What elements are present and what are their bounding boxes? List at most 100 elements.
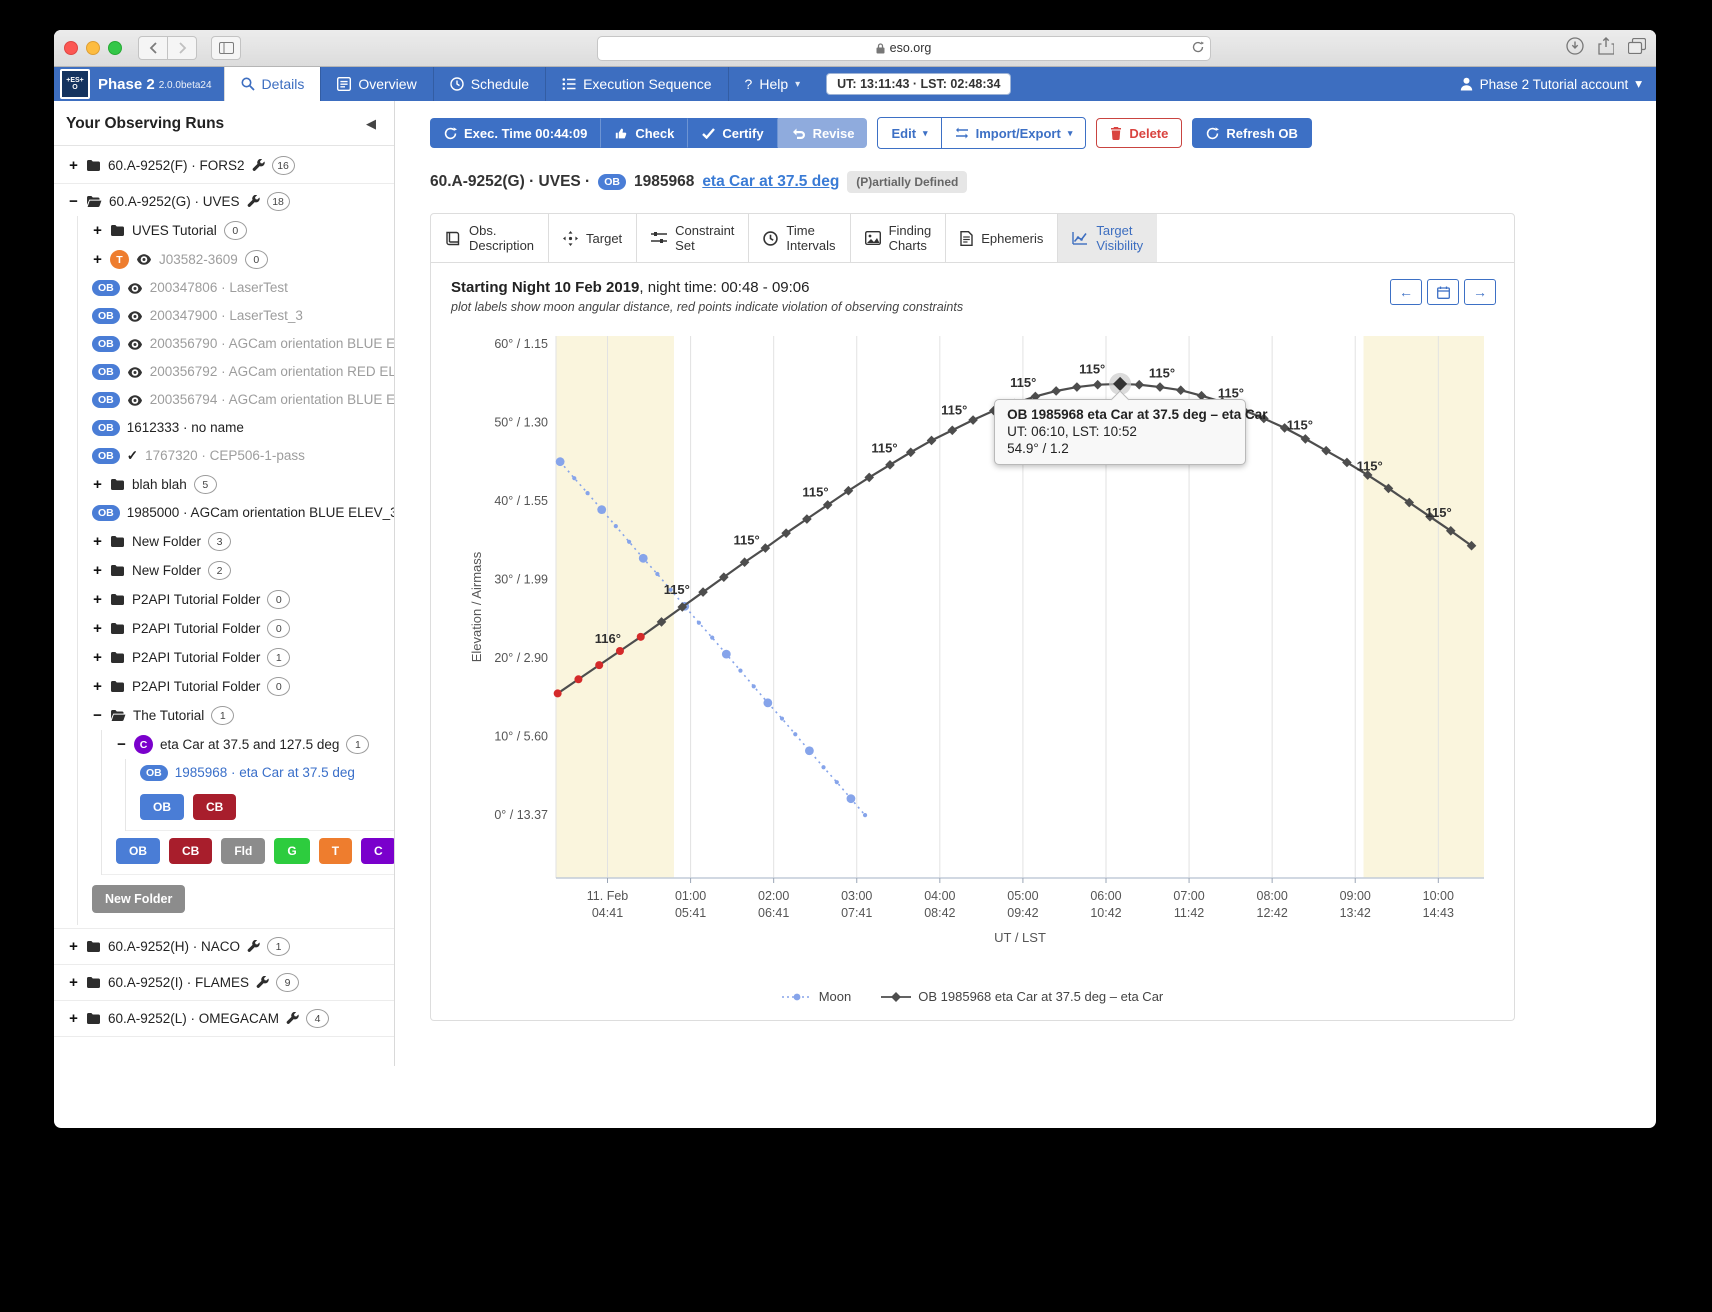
tree-group: OB 200347900 · LaserTest_3 <box>78 302 394 330</box>
tree-item[interactable]: + blah blah 5 <box>78 470 394 499</box>
sidebar-collapse-button[interactable]: ◀ <box>362 116 380 132</box>
collapse-icon[interactable]: − <box>117 735 126 753</box>
tab-details[interactable]: Details <box>223 67 321 101</box>
new-folder-button[interactable]: New Folder <box>92 885 186 913</box>
tab-overview[interactable]: Overview <box>320 67 432 101</box>
tab-time-intervals[interactable]: Time Intervals <box>749 214 851 262</box>
close-window-button[interactable] <box>64 41 78 55</box>
tree-item[interactable]: +60.A-9252(H) · NACO 1 <box>54 932 394 961</box>
minimize-window-button[interactable] <box>86 41 100 55</box>
tree-item[interactable]: + P2API Tutorial Folder 1 <box>78 643 394 672</box>
moon-point <box>721 649 731 659</box>
item-count-badge: 1 <box>346 735 370 754</box>
calendar-button[interactable] <box>1427 279 1459 305</box>
zoom-window-button[interactable] <box>108 41 122 55</box>
cb-chip-button[interactable]: CB <box>169 838 213 864</box>
tree-item[interactable]: + T J03582-3609 0 <box>78 245 394 274</box>
next-night-button[interactable]: → <box>1464 279 1496 305</box>
ordered-list-icon <box>562 78 576 90</box>
expand-icon[interactable]: + <box>69 156 78 174</box>
tab-finding-charts[interactable]: Finding Charts <box>851 214 947 262</box>
tree-item[interactable]: +60.A-9252(F) · FORS2 16 <box>54 151 394 180</box>
collapse-icon[interactable]: − <box>93 706 102 724</box>
tree-item[interactable]: OB ✓ 1767320 · CEP506-1-pass <box>78 442 394 470</box>
expand-icon[interactable]: + <box>93 475 102 493</box>
previous-night-button[interactable]: ← <box>1390 279 1422 305</box>
refresh-ob-button[interactable]: Refresh OB <box>1192 118 1312 148</box>
back-button[interactable] <box>138 36 168 60</box>
tree-item[interactable]: + P2API Tutorial Folder 0 <box>78 585 394 614</box>
tab-target-visibility[interactable]: Target Visibility <box>1058 214 1158 262</box>
tree-item[interactable]: + P2API Tutorial Folder 0 <box>78 614 394 643</box>
tree-item[interactable]: OB 1985968 · eta Car at 37.5 deg <box>126 759 394 787</box>
moon-distance-label: 115° <box>871 440 897 455</box>
url-bar[interactable]: eso.org <box>596 35 1211 61</box>
moon-point <box>779 716 785 721</box>
delete-button[interactable]: Delete <box>1096 118 1183 148</box>
expand-icon[interactable]: + <box>93 561 102 579</box>
t-chip-button[interactable]: T <box>318 838 353 864</box>
expand-icon[interactable]: + <box>69 973 78 991</box>
moon-point <box>668 587 673 592</box>
import-export-button[interactable]: Import/Export ▾ <box>941 118 1086 148</box>
c-chip-button[interactable]: C <box>361 838 394 864</box>
fld-chip-button[interactable]: Fld <box>221 838 266 864</box>
tree-item[interactable]: + P2API Tutorial Folder 0 <box>78 672 394 701</box>
moon-distance-label: 115° <box>1357 458 1383 473</box>
ob-badge: OB <box>92 280 120 296</box>
expand-icon[interactable]: + <box>93 221 102 239</box>
folder-icon <box>110 564 125 577</box>
tree-item[interactable]: OB 200347806 · LaserTest <box>78 274 394 302</box>
expand-icon[interactable]: + <box>93 590 102 608</box>
expand-icon[interactable]: + <box>93 250 102 268</box>
downloads-button[interactable] <box>1566 36 1584 60</box>
expand-icon[interactable]: + <box>69 1009 78 1027</box>
expand-icon[interactable]: + <box>69 937 78 955</box>
tab-target[interactable]: Target <box>549 214 638 262</box>
tree-item[interactable]: +60.A-9252(L) · OMEGACAM 4 <box>54 1004 394 1033</box>
g-chip-button[interactable]: G <box>274 838 310 864</box>
cb-chip-button[interactable]: CB <box>193 794 237 820</box>
tab-overview-button[interactable] <box>1627 37 1647 59</box>
tree-item[interactable]: − The Tutorial 1 <box>78 701 394 730</box>
tree-item[interactable]: + New Folder 3 <box>78 527 394 556</box>
edit-button[interactable]: Edit ▾ <box>878 118 942 148</box>
tab-execution-sequence[interactable]: Execution Sequence <box>545 67 727 101</box>
revise-button[interactable]: Revise <box>777 118 868 148</box>
tree-item[interactable]: OB 200356794 · AGCam orientation BLUE ELE… <box>78 386 394 414</box>
check-button[interactable]: Check <box>601 118 689 148</box>
tree-item[interactable]: OB 200356792 · AGCam orientation RED ELEV <box>78 358 394 386</box>
tree-item[interactable]: + New Folder 2 <box>78 556 394 585</box>
tree-item[interactable]: OB 200347900 · LaserTest_3 <box>78 302 394 330</box>
target-point <box>698 587 708 597</box>
tree-item[interactable]: − 60.A-9252(G) · UVES 18 <box>54 187 394 216</box>
expand-icon[interactable]: + <box>93 677 102 695</box>
certify-button[interactable]: Certify <box>688 118 778 148</box>
tree-item[interactable]: + UVES Tutorial 0 <box>78 216 394 245</box>
tree-group: +60.A-9252(I) · FLAMES 9 <box>54 965 394 1001</box>
ob-chip-button[interactable]: OB <box>140 794 184 820</box>
tree-item[interactable]: +60.A-9252(I) · FLAMES 9 <box>54 968 394 997</box>
tree-item[interactable]: OB 200356790 · AGCam orientation BLUE ELE… <box>78 330 394 358</box>
tree-group: OB 1985968 · eta Car at 37.5 deg <box>126 759 394 787</box>
tab-ephemeris[interactable]: Ephemeris <box>946 214 1059 262</box>
tab-obs-description[interactable]: Obs. Description <box>431 214 550 262</box>
share-button[interactable] <box>1598 36 1615 60</box>
expand-icon[interactable]: + <box>93 619 102 637</box>
help-menu[interactable]: ? Help ▾ <box>727 67 817 101</box>
forward-button[interactable] <box>168 36 197 60</box>
tab-constraint-set[interactable]: Constraint Set <box>637 214 750 262</box>
target-link[interactable]: eta Car at 37.5 deg <box>702 173 840 190</box>
tree-item[interactable]: OB 1612333 · no name <box>78 414 394 442</box>
reload-button[interactable] <box>1192 41 1204 56</box>
tab-schedule[interactable]: Schedule <box>432 67 545 101</box>
collapse-icon[interactable]: − <box>69 192 78 210</box>
expand-icon[interactable]: + <box>93 532 102 550</box>
expand-icon[interactable]: + <box>93 648 102 666</box>
sidebar-toggle-button[interactable] <box>211 36 241 60</box>
tree-item[interactable]: OB 1985000 · AGCam orientation BLUE ELEV_… <box>78 499 394 527</box>
account-menu[interactable]: Phase 2 Tutorial account ▾ <box>1446 67 1656 101</box>
ob-chip-button[interactable]: OB <box>116 838 160 864</box>
exec-time-button[interactable]: Exec. Time 00:44:09 <box>430 118 602 148</box>
